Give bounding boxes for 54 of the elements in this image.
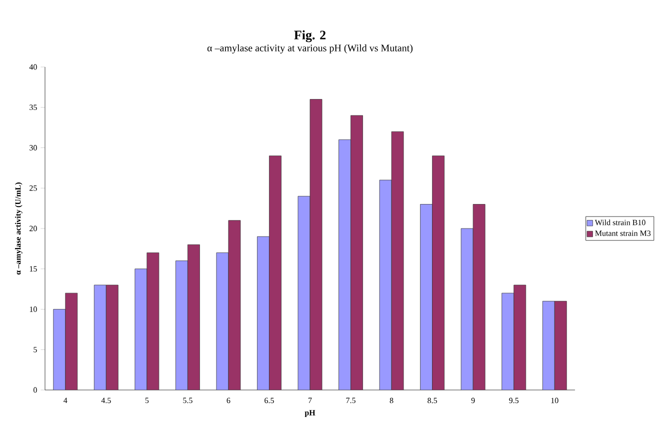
legend-label: Mutant strain M3 xyxy=(595,230,651,236)
chart-title: Fig. 2 xyxy=(294,30,326,42)
y-tick-label: 0 xyxy=(34,387,37,393)
bar xyxy=(379,180,392,390)
x-tick-label: 9 xyxy=(471,398,475,404)
y-tick-label: 25 xyxy=(30,185,37,191)
x-tick-label: 4.5 xyxy=(101,398,111,404)
y-tick-label: 35 xyxy=(30,104,37,110)
bar xyxy=(106,284,118,390)
bar xyxy=(94,284,106,390)
y-tick-label: 15 xyxy=(30,266,37,272)
y-tick-label: 5 xyxy=(34,346,37,352)
x-tick-label: 6 xyxy=(226,398,230,404)
x-tick-label: 8.5 xyxy=(428,398,437,404)
bar xyxy=(257,236,270,390)
bar xyxy=(53,309,66,390)
x-tick-label: 8 xyxy=(390,398,394,404)
bar xyxy=(176,260,188,390)
bar xyxy=(542,300,555,390)
legend-label: Wild strain B10 xyxy=(594,220,646,226)
x-tick-label: 9.5 xyxy=(509,398,519,404)
y-tick-label: 40 xyxy=(29,64,37,70)
bar xyxy=(269,156,282,390)
x-tick-label: 6.5 xyxy=(264,398,274,404)
bar xyxy=(554,300,567,390)
x-tick-label: 7 xyxy=(308,398,312,404)
x-tick-label: 5 xyxy=(145,398,149,404)
bar xyxy=(460,228,474,390)
y-tick-label: 10 xyxy=(30,306,37,312)
bar xyxy=(146,252,160,390)
bar xyxy=(228,220,241,390)
bar xyxy=(502,292,514,390)
bar xyxy=(472,204,486,390)
bar xyxy=(432,156,445,390)
bar xyxy=(187,244,200,390)
bar xyxy=(338,139,351,390)
x-tick-label: 10 xyxy=(551,398,558,404)
bar xyxy=(134,268,148,390)
bar xyxy=(514,284,526,390)
bar xyxy=(420,204,433,390)
x-tick-label: 7.5 xyxy=(346,398,356,404)
bar xyxy=(350,115,363,390)
y-tick-label: 30 xyxy=(30,145,37,150)
x-tick-label: 5.5 xyxy=(183,398,192,404)
x-axis-title: pH xyxy=(304,410,316,418)
bar xyxy=(65,292,78,390)
y-tick-label: 20 xyxy=(30,226,37,232)
chart-subtitle: α –amylase activity at various pH (Wild vs Mutant) xyxy=(207,44,413,54)
bar xyxy=(310,99,322,390)
bar xyxy=(298,196,310,390)
y-axis-title: α –amylase activity (U/mL) xyxy=(15,182,22,275)
bar xyxy=(391,131,404,390)
x-tick-label: 4 xyxy=(64,398,68,404)
bar xyxy=(216,252,229,390)
